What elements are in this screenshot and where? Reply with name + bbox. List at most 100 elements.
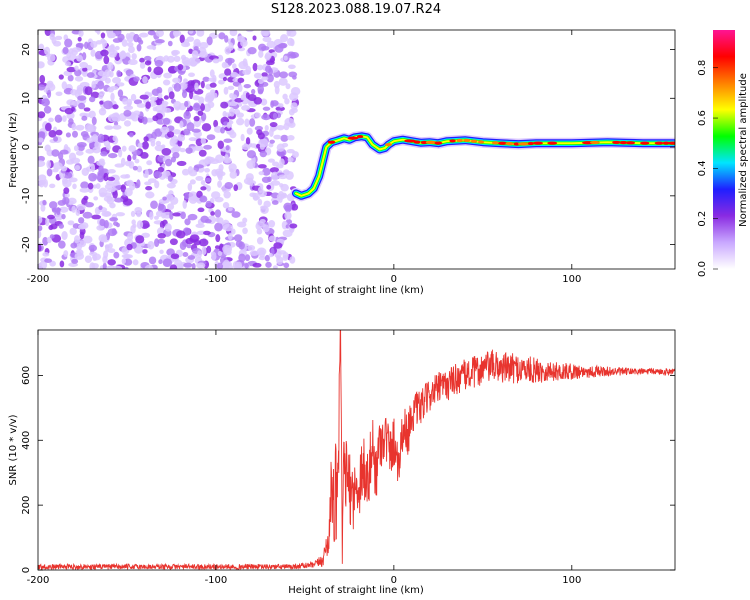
heatmap-noise-cell xyxy=(131,219,136,226)
heatmap-noise-cell xyxy=(90,163,96,173)
heatmap-noise-cell xyxy=(183,111,191,120)
colorbar: 0.0 0.2 0.4 0.6 0.8 Normalized spectral ampl… xyxy=(697,30,749,277)
heatmap-noise-cell xyxy=(163,95,169,100)
heatmap-noise-cell xyxy=(260,205,268,210)
heatmap-noise-cell xyxy=(268,142,274,148)
heatmap-noise-cell xyxy=(278,77,288,86)
heatmap-noise-cell xyxy=(45,217,50,227)
snr-series-line xyxy=(38,330,675,570)
heatmap-noise-cell xyxy=(124,174,131,179)
heatmap-noise-cell xyxy=(247,245,256,251)
heatmap-noise-cell xyxy=(182,251,189,257)
heatmap-noise-cell xyxy=(143,136,149,142)
heatmap-noise-cell xyxy=(169,238,178,246)
heatmap-noise-cell xyxy=(64,38,73,48)
snr-frame xyxy=(37,329,676,571)
heatmap-noise-cell xyxy=(100,49,109,57)
heatmap-noise-cell xyxy=(245,30,254,33)
x-tick-label: 0 xyxy=(391,274,397,285)
heatmap-noise-cell xyxy=(176,160,187,167)
heatmap-noise-cell xyxy=(139,94,149,100)
heatmap-noise-cell xyxy=(118,51,127,59)
heatmap-noise-cell xyxy=(147,241,155,250)
heatmap-noise-cell xyxy=(107,248,116,253)
heatmap-noise-cell xyxy=(187,80,195,86)
colorbar-tick-label: 0.8 xyxy=(697,60,708,76)
heatmap-noise-cell xyxy=(61,81,68,90)
heatmap-noise-cell xyxy=(41,98,50,107)
heatmap-noise-cell xyxy=(184,38,190,47)
heatmap-noise-cell xyxy=(167,40,173,47)
heatmap-noise-cell xyxy=(105,244,110,252)
y-tick-label: 400 xyxy=(21,431,32,450)
heatmap-noise-cell xyxy=(97,80,105,90)
heatmap-noise-cell xyxy=(45,122,52,132)
heatmap-noise-cell xyxy=(220,101,229,109)
heatmap-noise-cell xyxy=(254,112,261,118)
y-tick-label: 0 xyxy=(21,567,32,573)
signal-peak-cell xyxy=(667,141,675,145)
heatmap-noise-cell xyxy=(87,182,94,190)
heatmap-noise-cell xyxy=(76,250,81,257)
heatmap-noise-cell xyxy=(289,223,298,229)
x-tick-label: -200 xyxy=(27,575,50,586)
heatmap-noise-cell xyxy=(289,92,299,101)
heatmap-noise-cell xyxy=(201,246,207,256)
heatmap-noise-cell xyxy=(187,255,196,260)
heatmap-noise-cell xyxy=(107,153,118,159)
heatmap-noise-cell xyxy=(257,89,264,95)
heatmap-noise-cell xyxy=(172,129,181,135)
heatmap-noise-cell xyxy=(77,95,87,101)
heatmap-noise-cell xyxy=(121,39,128,47)
heatmap-noise-cell xyxy=(55,212,63,221)
signal-peak-cell xyxy=(477,140,485,144)
heatmap-noise-cell xyxy=(101,39,108,48)
heatmap-noise-cell xyxy=(38,61,45,69)
heatmap-noise-cell xyxy=(81,167,90,177)
heatmap-noise-cell xyxy=(132,165,138,171)
snr-y-label: SNR (10 * v/v) xyxy=(8,414,19,485)
heatmap-noise-cell xyxy=(198,42,209,49)
heatmap-noise-cell xyxy=(166,182,176,189)
x-tick-label: 0 xyxy=(391,575,397,586)
heatmap-noise-cell xyxy=(89,262,96,269)
signal-peak-cell xyxy=(434,141,443,145)
heatmap-noise-cell xyxy=(134,158,140,164)
heatmap-noise-cell xyxy=(170,196,179,205)
heatmap-noise-cell xyxy=(98,91,105,96)
heatmap-noise-cell xyxy=(241,143,251,151)
heatmap-noise-cell xyxy=(267,176,272,183)
heatmap-noise-cell xyxy=(203,230,211,236)
heatmap-noise-cell xyxy=(252,262,262,268)
heatmap-noise-cell xyxy=(133,110,141,116)
heatmap-noise-cell xyxy=(162,196,167,201)
heatmap-noise-cell xyxy=(67,74,74,82)
heatmap-noise-cell xyxy=(65,159,75,165)
heatmap-noise-cell xyxy=(98,205,103,211)
heatmap-noise-cell xyxy=(266,73,274,83)
heatmap-noise-cell xyxy=(249,177,254,187)
heatmap-noise-cell xyxy=(149,96,158,101)
heatmap-noise-cell xyxy=(47,89,52,99)
heatmap-noise-cell xyxy=(187,213,198,221)
heatmap-noise-cell xyxy=(136,44,142,52)
heatmap-noise-cell xyxy=(123,105,134,111)
heatmap-noise-cell xyxy=(161,147,172,156)
heatmap-noise-cell xyxy=(44,258,53,263)
colorbar-ticks: 0.0 0.2 0.4 0.6 0.8 xyxy=(697,60,718,277)
heatmap-noise-cell xyxy=(264,125,269,131)
heatmap-noise-cell xyxy=(88,110,96,119)
heatmap-noise-cell xyxy=(38,84,46,91)
heatmap-noise-cell xyxy=(49,234,55,239)
heatmap-noise-cell xyxy=(177,134,186,142)
heatmap-noise-cell xyxy=(103,100,113,110)
heatmap-noise-cell xyxy=(180,211,186,220)
heatmap-noise-cell xyxy=(252,62,258,72)
signal-peak-cell xyxy=(425,140,437,144)
heatmap-noise-cell xyxy=(242,227,248,235)
heatmap-noise-cell xyxy=(82,211,93,219)
heatmap-noise-cell xyxy=(126,41,134,48)
heatmap-noise-cell xyxy=(198,149,207,157)
signal-peak-cell xyxy=(420,140,428,145)
